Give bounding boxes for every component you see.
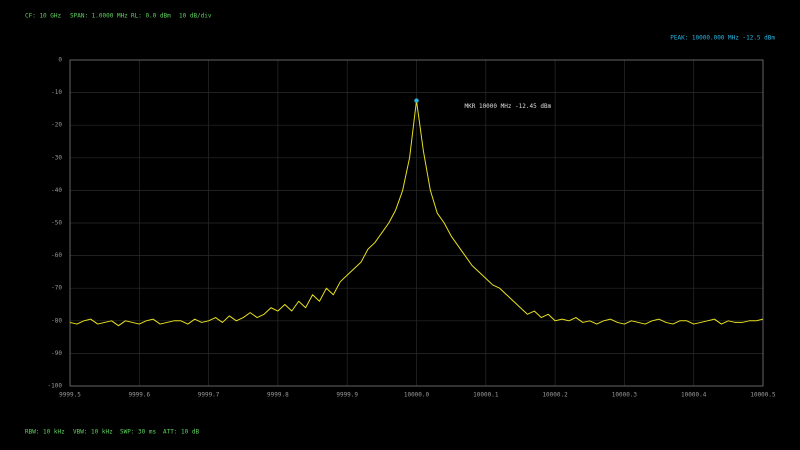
x-tick-label: 10000.2 [542, 392, 568, 399]
y-tick-label: -30 [51, 154, 62, 161]
y-tick-label: -100 [48, 383, 63, 390]
x-tick-label: 10000.3 [612, 392, 638, 399]
x-tick-label: 10000.1 [473, 392, 499, 399]
x-tick-label: 10000.4 [681, 392, 707, 399]
x-tick-label: 9999.9 [336, 392, 358, 399]
status-text: 10 dB/div [179, 13, 212, 20]
x-tick-label: 9999.8 [267, 392, 289, 399]
y-tick-label: -40 [51, 187, 62, 194]
y-tick-label: -70 [51, 285, 62, 292]
y-tick-label: -60 [51, 252, 62, 259]
x-tick-label: 9999.6 [128, 392, 150, 399]
status-text: ATT: 10 dB [163, 429, 200, 436]
status-text: RL: 0.0 dBm [131, 13, 171, 20]
x-tick-label: 10000.5 [750, 392, 776, 399]
x-tick-label: 9999.7 [198, 392, 220, 399]
y-tick-label: -50 [51, 220, 62, 227]
peak-readout: PEAK: 10000.000 MHz -12.5 dBm [670, 35, 775, 42]
status-text: CF: 10 GHz [25, 13, 62, 20]
y-tick-label: -20 [51, 122, 62, 129]
status-text: SPAN: 1.0000 MHz [70, 13, 128, 20]
y-tick-label: 0 [58, 57, 62, 64]
x-tick-label: 10000.0 [404, 392, 430, 399]
y-tick-label: -80 [51, 317, 62, 324]
y-tick-label: -10 [51, 89, 62, 96]
marker-label: MKR 10000 MHz -12.45 dBm [465, 103, 552, 110]
y-tick-label: -90 [51, 350, 62, 357]
status-text: SWP: 30 ms [120, 429, 157, 436]
marker [414, 98, 419, 103]
status-text: RBW: 10 kHz [25, 429, 65, 436]
x-tick-label: 9999.5 [59, 392, 81, 399]
plot-frame [69, 59, 764, 387]
status-text: VBW: 10 kHz [73, 429, 113, 436]
